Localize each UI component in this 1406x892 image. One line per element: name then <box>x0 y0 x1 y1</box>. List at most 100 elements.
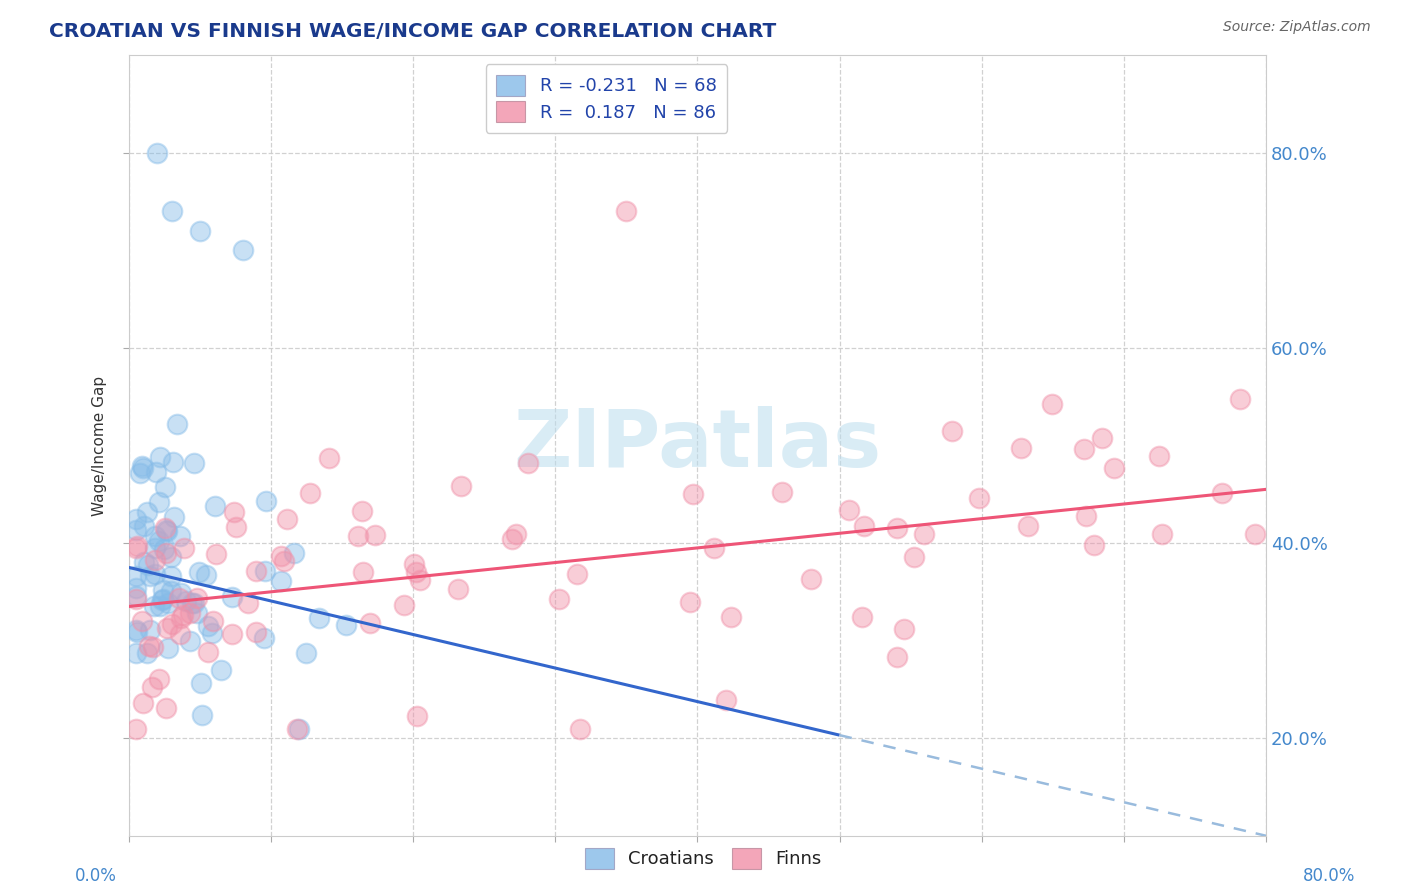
Point <box>201 626 224 640</box>
Point <box>364 528 387 542</box>
Point <box>155 523 177 537</box>
Y-axis label: Wage/Income Gap: Wage/Income Gap <box>93 376 107 516</box>
Point <box>160 204 183 219</box>
Point <box>174 593 197 607</box>
Point <box>720 610 742 624</box>
Point <box>770 485 793 500</box>
Point <box>409 573 432 587</box>
Point <box>716 693 738 707</box>
Point <box>173 541 195 556</box>
Point <box>352 504 374 518</box>
Point <box>245 624 267 639</box>
Point <box>346 529 368 543</box>
Point <box>450 479 472 493</box>
Point <box>125 582 148 596</box>
Point <box>156 524 179 538</box>
Point <box>179 633 201 648</box>
Point <box>135 646 157 660</box>
Text: ZIPatlas: ZIPatlas <box>513 407 882 484</box>
Point <box>912 527 935 541</box>
Point <box>129 466 152 480</box>
Point <box>155 701 177 715</box>
Point <box>1083 538 1105 552</box>
Point <box>153 480 176 494</box>
Point <box>245 565 267 579</box>
Point <box>125 589 148 603</box>
Point <box>142 640 165 655</box>
Point <box>170 586 193 600</box>
Point <box>156 621 179 635</box>
Point <box>145 465 167 479</box>
Point <box>169 626 191 640</box>
Point <box>169 529 191 543</box>
Point <box>851 610 873 624</box>
Point <box>157 596 180 610</box>
Point <box>568 722 591 736</box>
Point <box>172 608 194 623</box>
Point <box>273 554 295 568</box>
Point <box>131 458 153 473</box>
Point <box>886 521 908 535</box>
Point <box>167 591 190 606</box>
Point <box>125 722 148 736</box>
Point <box>143 567 166 582</box>
Point <box>152 582 174 597</box>
Point <box>252 631 274 645</box>
Point <box>157 641 180 656</box>
Point <box>160 583 183 598</box>
Point <box>1073 442 1095 456</box>
Point <box>152 591 174 606</box>
Point <box>197 645 219 659</box>
Point <box>276 512 298 526</box>
Point <box>299 486 322 500</box>
Point <box>352 565 374 579</box>
Point <box>141 681 163 695</box>
Point <box>335 618 357 632</box>
Point <box>204 500 226 514</box>
Point <box>886 649 908 664</box>
Point <box>800 572 823 586</box>
Point <box>190 676 212 690</box>
Point <box>1147 449 1170 463</box>
Point <box>903 549 925 564</box>
Point <box>148 495 170 509</box>
Point <box>941 424 963 438</box>
Point <box>125 512 148 526</box>
Point <box>131 614 153 628</box>
Point <box>1152 527 1174 541</box>
Point <box>969 491 991 505</box>
Point <box>143 541 166 555</box>
Point <box>254 564 277 578</box>
Point <box>127 539 149 553</box>
Point <box>132 555 155 569</box>
Point <box>166 417 188 432</box>
Point <box>270 549 292 563</box>
Point <box>1102 461 1125 475</box>
Point <box>155 546 177 560</box>
Point <box>180 596 202 610</box>
Point <box>270 574 292 588</box>
Point <box>183 596 205 610</box>
Point <box>548 592 571 607</box>
Point <box>179 606 201 620</box>
Point <box>139 569 162 583</box>
Point <box>149 450 172 465</box>
Legend: R = -0.231   N = 68, R =  0.187   N = 86: R = -0.231 N = 68, R = 0.187 N = 86 <box>485 64 727 133</box>
Point <box>209 663 232 677</box>
Point <box>138 640 160 654</box>
Point <box>188 224 211 238</box>
Point <box>1243 526 1265 541</box>
Point <box>125 568 148 582</box>
Point <box>614 204 637 219</box>
Point <box>125 646 148 660</box>
Point <box>136 558 159 572</box>
Point <box>146 145 169 160</box>
Point <box>1229 392 1251 406</box>
Text: CROATIAN VS FINNISH WAGE/INCOME GAP CORRELATION CHART: CROATIAN VS FINNISH WAGE/INCOME GAP CORR… <box>49 22 776 41</box>
Point <box>285 722 308 736</box>
Point <box>294 647 316 661</box>
Point <box>288 722 311 736</box>
Point <box>148 673 170 687</box>
Point <box>1017 519 1039 533</box>
Point <box>359 616 381 631</box>
